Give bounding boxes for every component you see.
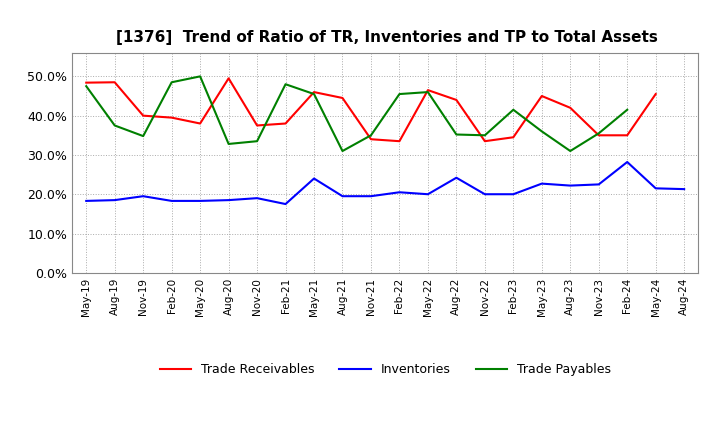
Trade Receivables — [338, 95, 347, 101]
Inventories — [537, 181, 546, 186]
Trade Payables — [196, 74, 204, 79]
Inventories — [652, 186, 660, 191]
Trade Payables — [110, 123, 119, 128]
Trade Receivables — [509, 135, 518, 140]
Inventories — [196, 198, 204, 204]
Inventories — [110, 198, 119, 203]
Line: Inventories: Inventories — [86, 162, 684, 204]
Line: Trade Receivables: Trade Receivables — [86, 78, 656, 141]
Trade Payables — [167, 80, 176, 85]
Inventories — [253, 195, 261, 201]
Trade Receivables — [566, 105, 575, 110]
Trade Payables — [366, 132, 375, 138]
Trade Payables — [623, 107, 631, 112]
Trade Payables — [139, 133, 148, 139]
Inventories — [395, 190, 404, 195]
Trade Receivables — [595, 132, 603, 138]
Trade Receivables — [366, 136, 375, 142]
Inventories — [595, 182, 603, 187]
Inventories — [82, 198, 91, 204]
Trade Payables — [566, 148, 575, 154]
Inventories — [167, 198, 176, 204]
Legend: Trade Receivables, Inventories, Trade Payables: Trade Receivables, Inventories, Trade Pa… — [155, 358, 616, 381]
Trade Receivables — [82, 80, 91, 85]
Trade Payables — [338, 148, 347, 154]
Trade Payables — [480, 132, 489, 138]
Trade Receivables — [452, 97, 461, 103]
Inventories — [139, 194, 148, 199]
Trade Receivables — [139, 113, 148, 118]
Text: [1376]  Trend of Ratio of TR, Inventories and TP to Total Assets: [1376] Trend of Ratio of TR, Inventories… — [116, 29, 658, 45]
Trade Payables — [423, 89, 432, 95]
Trade Receivables — [480, 139, 489, 144]
Trade Receivables — [310, 89, 318, 95]
Trade Receivables — [253, 123, 261, 128]
Trade Receivables — [110, 80, 119, 85]
Inventories — [509, 191, 518, 197]
Trade Payables — [225, 141, 233, 147]
Line: Trade Payables: Trade Payables — [86, 77, 627, 151]
Trade Receivables — [282, 121, 290, 126]
Inventories — [566, 183, 575, 188]
Inventories — [366, 194, 375, 199]
Inventories — [623, 159, 631, 165]
Trade Receivables — [537, 93, 546, 99]
Trade Payables — [310, 92, 318, 97]
Inventories — [338, 194, 347, 199]
Inventories — [310, 176, 318, 181]
Trade Payables — [253, 139, 261, 144]
Inventories — [282, 202, 290, 207]
Trade Receivables — [225, 76, 233, 81]
Trade Receivables — [167, 115, 176, 120]
Inventories — [225, 198, 233, 203]
Trade Receivables — [395, 139, 404, 144]
Inventories — [452, 175, 461, 180]
Inventories — [480, 191, 489, 197]
Trade Payables — [452, 132, 461, 137]
Trade Receivables — [423, 88, 432, 93]
Trade Payables — [509, 107, 518, 112]
Inventories — [423, 191, 432, 197]
Trade Payables — [395, 92, 404, 97]
Trade Receivables — [623, 132, 631, 138]
Trade Payables — [282, 81, 290, 87]
Trade Payables — [82, 84, 91, 89]
Trade Receivables — [652, 92, 660, 97]
Trade Payables — [595, 131, 603, 136]
Inventories — [680, 187, 688, 192]
Trade Payables — [537, 129, 546, 134]
Trade Receivables — [196, 121, 204, 126]
